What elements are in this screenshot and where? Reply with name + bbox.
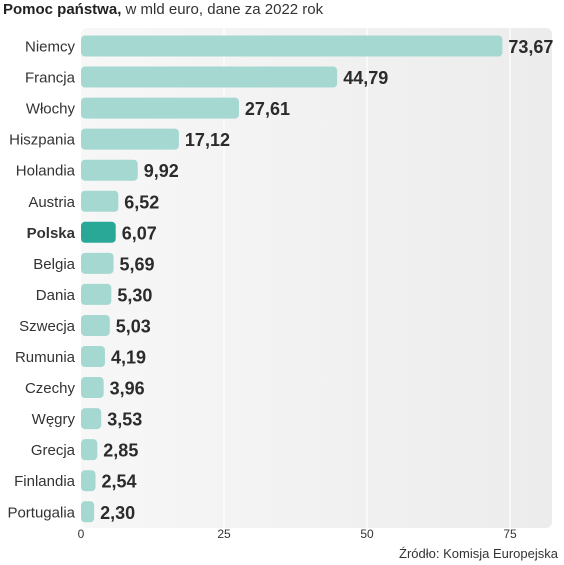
value-label: 5,69	[120, 254, 155, 274]
category-label: Polska	[27, 225, 76, 242]
category-label: Hiszpania	[9, 132, 76, 149]
value-label: 3,96	[110, 379, 145, 399]
value-label: 2,30	[100, 503, 135, 523]
bar-rumunia	[81, 346, 105, 367]
x-tick-label: 0	[78, 527, 85, 541]
category-label: Portugalia	[7, 504, 75, 521]
category-label: Francja	[25, 70, 76, 87]
value-label: 27,61	[245, 99, 290, 119]
value-label: 5,30	[117, 285, 152, 305]
chart-title: Pomoc państwa, w mld euro, dane za 2022 …	[3, 0, 323, 20]
bar-węgry	[81, 408, 102, 430]
bar-dania	[81, 283, 112, 305]
category-label: Niemcy	[25, 39, 76, 56]
value-label: 5,03	[116, 316, 151, 336]
bar-szwecja	[81, 314, 110, 336]
category-label: Austria	[28, 194, 75, 211]
plot-background	[81, 28, 552, 528]
value-label: 9,92	[144, 161, 179, 181]
value-label: 4,19	[111, 348, 146, 368]
bar-holandia	[81, 159, 138, 181]
x-tick-label: 50	[360, 527, 374, 541]
bar-hiszpania	[81, 128, 179, 150]
chart-title-bold: Pomoc państwa,	[3, 1, 122, 18]
bar-portugalia	[81, 501, 95, 523]
chart-title-rest: w mld euro, dane za 2022 rok	[121, 1, 324, 18]
value-label: 3,53	[107, 410, 142, 430]
source-note: Źródło: Komisja Europejska	[399, 546, 558, 561]
category-label: Belgia	[33, 256, 75, 273]
value-label: 6,52	[124, 192, 159, 212]
x-tick-label: 25	[217, 527, 231, 541]
bar-włochy	[81, 97, 239, 119]
bar-francja	[81, 66, 338, 88]
x-tick-label: 75	[503, 527, 517, 541]
value-label: 2,85	[103, 441, 138, 461]
bar-belgia	[81, 252, 114, 274]
value-label: 2,54	[102, 472, 137, 492]
bar-czechy	[81, 377, 104, 399]
value-label: 44,79	[343, 68, 388, 88]
bar-polska	[81, 221, 116, 243]
category-label: Włochy	[26, 101, 76, 118]
category-label: Holandia	[16, 163, 76, 180]
category-label: Czechy	[25, 380, 76, 397]
bar-austria	[81, 190, 119, 212]
category-label: Rumunia	[15, 349, 76, 366]
category-label: Węgry	[32, 411, 76, 428]
category-label: Szwecja	[19, 318, 76, 335]
value-label: 6,07	[122, 223, 157, 243]
category-label: Finlandia	[14, 473, 76, 490]
value-label: 17,12	[185, 130, 230, 150]
bar-finlandia	[81, 470, 96, 492]
bar-niemcy	[81, 35, 503, 57]
category-label: Grecja	[31, 442, 76, 459]
value-label: 73,67	[508, 37, 553, 57]
category-label: Dania	[36, 287, 76, 304]
bar-grecja	[81, 439, 98, 461]
